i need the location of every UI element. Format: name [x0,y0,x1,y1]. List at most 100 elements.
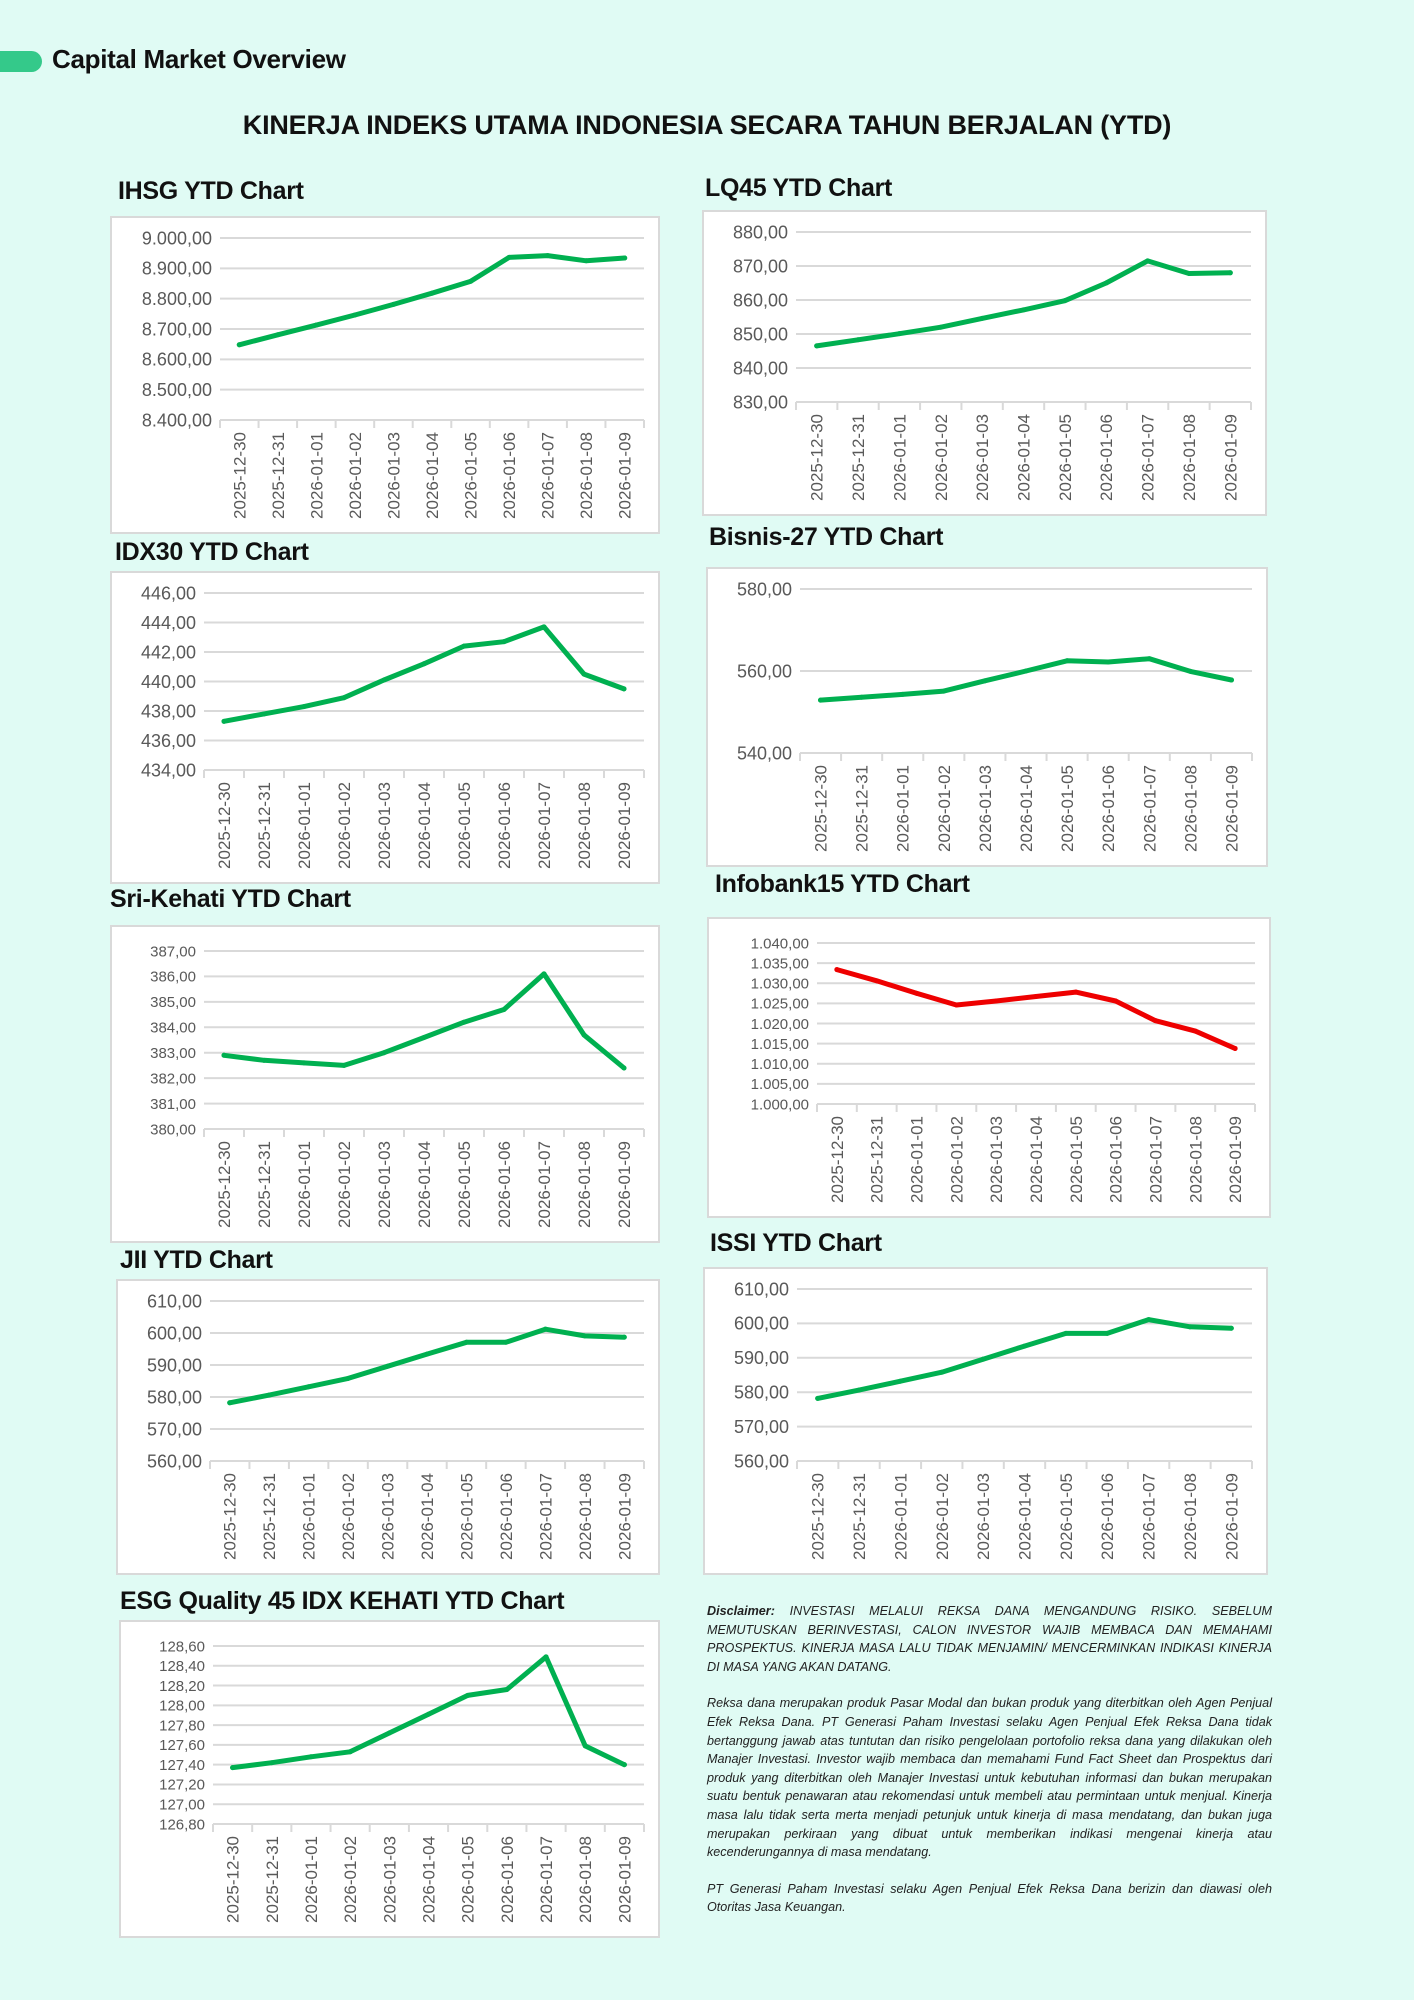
x-tick-label: 2026-01-05 [1067,1116,1086,1203]
y-tick-label: 560,00 [734,1451,789,1471]
y-tick-label: 570,00 [734,1417,789,1437]
data-point [814,343,820,349]
chart-svg-infobank15: 1.000,00 1.005,00 1.010,00 1.015,00 1.020,00… [751,935,1256,1203]
disclaimer-body: Reksa dana merupakan produk Pasar Modal … [707,1696,1272,1860]
y-tick-label: 1.025,00 [751,996,809,1013]
data-point [1227,270,1233,276]
data-point [855,337,861,343]
x-tick-label: 2026-01-03 [379,1473,398,1560]
x-tick-label: 2026-01-01 [295,782,314,869]
y-tick-label: 1.040,00 [751,935,809,952]
data-point [236,342,242,348]
x-tick-label: 2026-01-09 [616,432,635,519]
disclaimer-footer: PT Generasi Paham Investasi selaku Agen … [707,1881,1272,1915]
data-point [938,324,944,330]
chart-title-bisnis27: Bisnis-27 YTD Chart [709,523,944,551]
y-tick-label: 870,00 [733,256,788,276]
data-point [301,704,307,710]
y-tick-label: 381,00 [150,1096,196,1113]
data-point [621,1762,627,1768]
data-point [266,1392,272,1398]
y-tick-label: 1.000,00 [751,1096,809,1113]
y-tick-label: 434,00 [141,760,196,780]
data-point [221,1052,227,1058]
x-tick-label: 2026-01-04 [418,1473,437,1560]
chart-svg-issi: 560,00 570,00 580,00 590,00 600,00 610,00 2025… [734,1279,1253,1560]
data-point [221,718,227,724]
x-tick-label: 2026-01-06 [497,1473,516,1560]
y-tick-label: 444,00 [141,613,196,633]
x-tick-label: 2026-01-03 [375,1141,394,1228]
data-point [461,643,467,649]
x-tick-label: 2026-01-03 [375,782,394,869]
x-tick-label: 2026-01-02 [935,765,954,852]
series-line-srikehati [221,971,627,1071]
data-point [227,1400,233,1406]
chart-title-infobank15: Infobank15 YTD Chart [715,870,970,898]
x-tick-label: 2025-12-30 [808,414,827,501]
y-tick-label: 126,80 [159,1816,205,1833]
disclaimer-label: Disclaimer: [707,1604,775,1618]
x-tick-label: 2026-01-02 [341,1836,360,1923]
header-title: Capital Market Overview [52,44,346,74]
x-tick-label: 2025-12-31 [269,432,288,519]
data-point [1104,1330,1110,1336]
data-point [1228,677,1234,683]
y-tick-label: 385,00 [150,994,196,1011]
y-tick-label: 1.035,00 [751,955,809,972]
data-point [622,255,628,261]
data-point [1152,1018,1158,1024]
x-tick-label: 2026-01-08 [1181,1473,1200,1560]
data-point [818,697,824,703]
chart-title-idx30: IDX30 YTD Chart [115,538,309,566]
y-tick-label: 128,40 [159,1658,205,1675]
chart-idx30: 434,00 436,00 438,00 440,00 442,00 444,00 446,… [110,571,660,884]
data-point [874,978,880,984]
x-tick-label: 2026-01-04 [1027,1116,1046,1203]
data-point [421,1034,427,1040]
x-tick-label: 2026-01-07 [535,1141,554,1228]
x-tick-label: 2026-01-01 [894,765,913,852]
x-tick-label: 2026-01-06 [1098,1473,1117,1560]
y-tick-label: 127,00 [159,1796,205,1813]
data-point [421,661,427,667]
y-tick-label: 386,00 [150,969,196,986]
x-tick-label: 2026-01-07 [1140,765,1159,852]
data-point [1073,989,1079,995]
x-tick-label: 2026-01-02 [335,782,354,869]
x-tick-label: 2025-12-31 [255,782,274,869]
y-tick-label: 128,60 [159,1638,205,1655]
data-point [1145,258,1151,264]
x-tick-label: 2025-12-30 [230,432,249,519]
data-point [501,1006,507,1012]
x-tick-label: 2026-01-08 [1186,1116,1205,1203]
x-tick-label: 2026-01-06 [495,1141,514,1228]
chart-bisnis27: 540,00 560,00 580,00 2025-12-30 2025-12-31 20… [706,567,1268,867]
data-point [230,1765,236,1771]
chart-title-jii: JII YTD Chart [120,1246,273,1274]
series-line-issi [815,1317,1234,1401]
data-point [1062,298,1068,304]
y-tick-label: 127,20 [159,1777,205,1794]
x-tick-label: 2026-01-06 [1107,1116,1126,1203]
x-tick-label: 2026-01-08 [1181,765,1200,852]
data-point [1192,1028,1198,1034]
y-tick-label: 383,00 [150,1045,196,1062]
data-point [815,1395,821,1401]
x-tick-label: 2025-12-30 [215,1141,234,1228]
y-tick-label: 850,00 [733,324,788,344]
data-point [980,1356,986,1362]
data-point [504,1687,510,1693]
x-tick-label: 2026-01-09 [1222,1473,1241,1560]
y-tick-label: 1.015,00 [751,1036,809,1053]
data-point [834,967,840,973]
y-tick-label: 8.600,00 [142,350,212,370]
x-tick-label: 2026-01-09 [615,1473,634,1560]
x-tick-label: 2026-01-06 [500,432,519,519]
chart-svg-bisnis27: 540,00 560,00 580,00 2025-12-30 2025-12-31 20… [737,579,1253,852]
data-point [1113,998,1119,1004]
data-point [261,711,267,717]
y-tick-label: 560,00 [737,661,792,681]
y-tick-label: 438,00 [141,701,196,721]
x-tick-label: 2026-01-07 [1146,1116,1165,1203]
